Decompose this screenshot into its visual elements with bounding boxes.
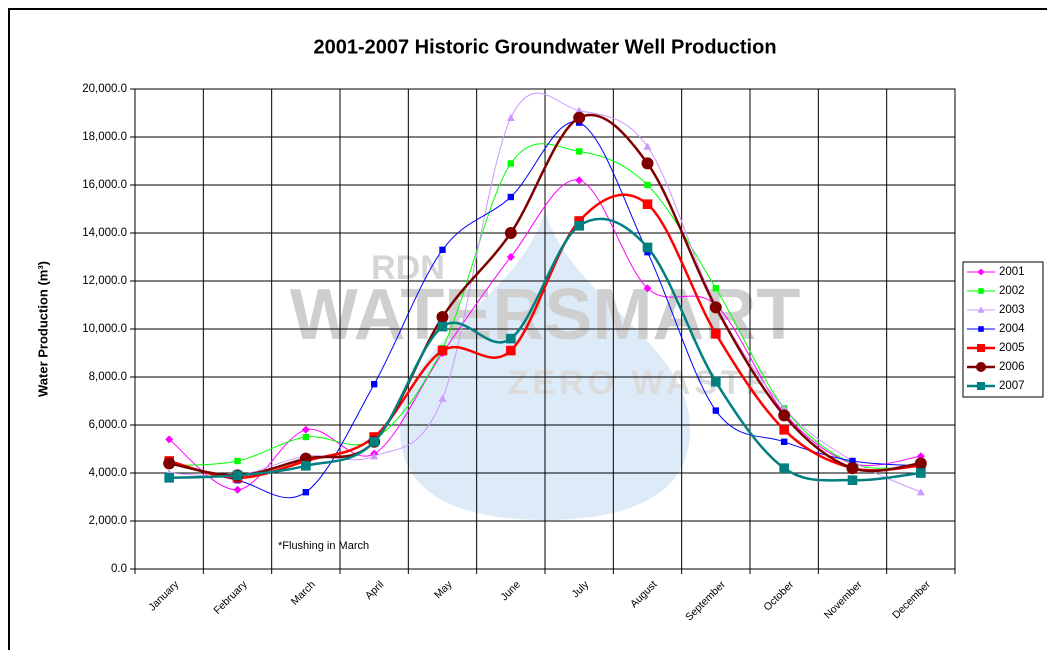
marker (915, 457, 927, 469)
legend-label: 2002 (999, 285, 1025, 297)
marker (977, 344, 985, 352)
chart: RDN WATERSMART ZERO WASTE 2001-2007 Hist… (0, 0, 1047, 650)
marker (303, 489, 309, 495)
marker (710, 301, 722, 313)
y-tick-label: 0.0 (111, 563, 127, 575)
marker (508, 160, 514, 166)
marker (779, 425, 789, 435)
y-tick-label: 16,000.0 (82, 179, 127, 191)
y-tick-label: 14,000.0 (82, 227, 127, 239)
marker (438, 346, 448, 356)
y-tick-label: 2,000.0 (89, 515, 127, 527)
marker (573, 112, 585, 124)
watermark-text: ZERO WASTE (508, 364, 773, 402)
marker (644, 182, 650, 188)
marker (977, 382, 985, 390)
y-axis-label: Water Production (m³) (35, 261, 50, 397)
marker (848, 475, 858, 485)
marker (437, 311, 449, 323)
marker (506, 346, 516, 356)
marker (369, 437, 379, 447)
marker (438, 322, 448, 332)
marker (576, 148, 582, 154)
marker (713, 407, 719, 413)
y-tick-label: 4,000.0 (89, 467, 127, 479)
annotation: *Flushing in March (278, 540, 369, 552)
marker (781, 439, 787, 445)
marker (233, 471, 243, 481)
marker (778, 409, 790, 421)
legend-label: 2005 (999, 342, 1025, 354)
marker (713, 285, 719, 291)
legend-label: 2003 (999, 304, 1025, 316)
marker (234, 458, 240, 464)
y-tick-label: 20,000.0 (82, 83, 127, 95)
marker (371, 381, 377, 387)
marker (303, 434, 309, 440)
marker (642, 157, 654, 169)
y-tick-label: 8,000.0 (89, 371, 127, 383)
legend-label: 2007 (999, 380, 1025, 392)
y-tick-label: 12,000.0 (82, 275, 127, 287)
marker (916, 468, 926, 478)
marker (978, 326, 984, 332)
marker (978, 288, 984, 294)
marker (779, 463, 789, 473)
legend-label: 2006 (999, 361, 1025, 373)
marker (643, 243, 653, 253)
legend-label: 2004 (999, 323, 1025, 335)
chart-title: 2001-2007 Historic Groundwater Well Prod… (313, 36, 776, 58)
marker (506, 334, 516, 344)
y-tick-label: 10,000.0 (82, 323, 127, 335)
marker (976, 362, 986, 372)
marker (301, 461, 311, 471)
marker (163, 457, 175, 469)
marker (574, 221, 584, 231)
marker (847, 462, 859, 474)
marker (643, 199, 653, 209)
marker (711, 329, 721, 339)
marker (711, 377, 721, 387)
marker (505, 227, 517, 239)
marker (164, 473, 174, 483)
marker (439, 247, 445, 253)
y-tick-label: 18,000.0 (82, 131, 127, 143)
legend-label: 2001 (999, 266, 1025, 278)
marker (508, 194, 514, 200)
y-tick-label: 6,000.0 (89, 419, 127, 431)
